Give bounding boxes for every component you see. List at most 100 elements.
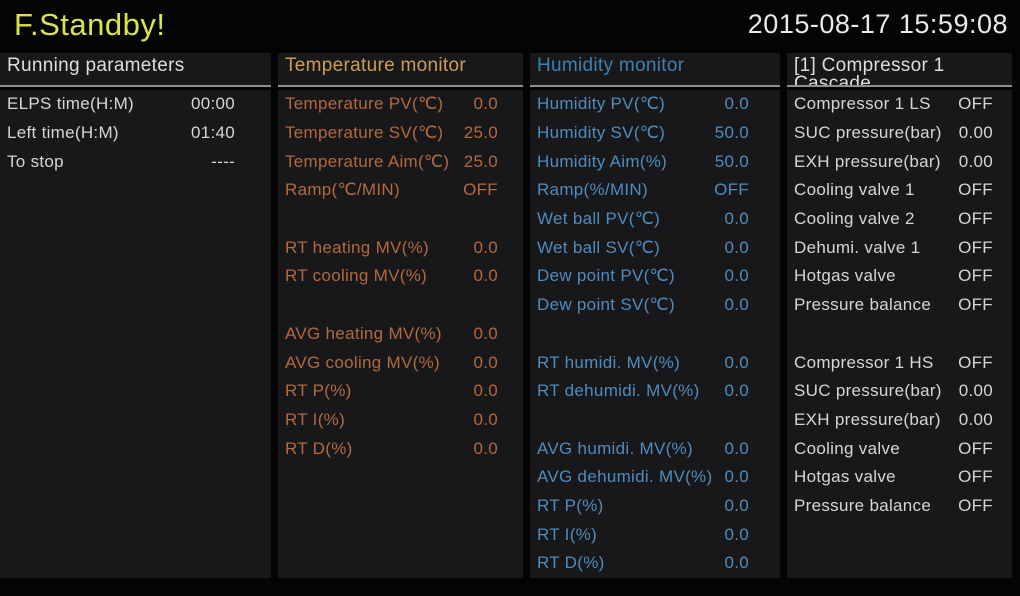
panel-compressor-cascade[interactable]: [1] Compressor 1 Cascade Compressor 1 LS… (787, 53, 1012, 578)
row-label: EXH pressure(bar) (794, 409, 941, 429)
row-value: 0.00 (958, 123, 993, 143)
row-label: RT D(%) (537, 553, 605, 573)
row-label: RT I(%) (537, 524, 598, 544)
monitor-row: Cooling valve OFF (787, 434, 1012, 463)
row-value: 0.0 (724, 295, 749, 315)
row-label: To stop (7, 151, 64, 171)
row-value: 0.0 (473, 94, 498, 114)
row-value: 0.0 (473, 352, 498, 372)
monitor-row: To stop ---- (0, 147, 271, 176)
row-label: Cooling valve 2 (794, 209, 915, 229)
row-value: OFF (958, 295, 993, 315)
row-label: Compressor 1 LS (794, 94, 931, 114)
row-value: 0.0 (724, 495, 749, 515)
row-label: RT heating MV(%) (285, 237, 430, 257)
row-value: 0.0 (724, 467, 749, 487)
row-value: 0.00 (958, 381, 993, 401)
row-label: Cooling valve (794, 438, 900, 458)
row-value: 0.0 (473, 323, 498, 343)
row-label: Dew point SV(℃) (537, 295, 675, 315)
row-label: Dehumi. valve 1 (794, 237, 921, 257)
monitor-row: Pressure balance OFF (787, 291, 1012, 320)
panel-body: Humidity PV(℃) 0.0 Humidity SV(℃) 50.0 Humid… (530, 90, 780, 578)
monitor-row: RT heating MV(%) 0.0 (278, 233, 523, 262)
monitor-row: Temperature Aim(℃) 25.0 (278, 147, 523, 176)
panel-temperature-monitor[interactable]: Temperature monitor Temperature PV(℃) 0.0… (278, 53, 523, 578)
row-label: Hotgas valve (794, 467, 896, 487)
panel-title: Temperature monitor (278, 53, 523, 87)
monitor-row: Temperature SV(℃) 25.0 (278, 119, 523, 148)
row-value: 25.0 (463, 151, 498, 171)
panel-body: ELPS time(H:M) 00:00 Left time(H:M) 01:40 To… (0, 90, 271, 578)
monitor-row: RT I(%) 0.0 (530, 520, 780, 549)
row-value: OFF (714, 180, 749, 200)
row-value: 0.0 (473, 409, 498, 429)
row-label: RT P(%) (285, 381, 352, 401)
row-label: Hotgas valve (794, 266, 896, 286)
monitor-row: Dehumi. valve 1 OFF (787, 233, 1012, 262)
row-value: OFF (958, 180, 993, 200)
monitor-row: SUC pressure(bar) 0.00 (787, 119, 1012, 148)
row-value: OFF (958, 94, 993, 114)
row-label: Wet ball SV(℃) (537, 237, 661, 257)
panel-humidity-monitor[interactable]: Humidity monitor Humidity PV(℃) 0.0 Humidi… (530, 53, 780, 578)
row-label: SUC pressure(bar) (794, 381, 942, 401)
monitor-row: RT P(%) 0.0 (530, 492, 780, 521)
panel-title: Humidity monitor (530, 53, 780, 87)
row-label: Pressure balance (794, 495, 932, 515)
row-value: 0.0 (724, 266, 749, 286)
row-value: OFF (958, 438, 993, 458)
row-value: 0.0 (724, 352, 749, 372)
row-label: Humidity SV(℃) (537, 123, 666, 143)
row-label: RT D(%) (285, 438, 353, 458)
row-label: Temperature SV(℃) (285, 123, 444, 143)
panel-running-parameters[interactable]: Running parameters ELPS time(H:M) 00:00 Le… (0, 53, 271, 578)
row-value: 01:40 (190, 123, 235, 143)
row-label: Temperature PV(℃) (285, 94, 444, 114)
monitor-row: Humidity SV(℃) 50.0 (530, 119, 780, 148)
monitor-row: RT humidi. MV(%) 0.0 (530, 348, 780, 377)
row-label: RT P(%) (537, 495, 604, 515)
row-value: 0.0 (473, 266, 498, 286)
row-label: Humidity PV(℃) (537, 94, 666, 114)
monitor-row: Ramp(℃/MIN) OFF (278, 176, 523, 205)
row-value: 0.0 (724, 237, 749, 257)
row-label: Left time(H:M) (7, 123, 119, 143)
panel-body: Compressor 1 LS OFF SUC pressure(bar) 0.00 E… (787, 90, 1012, 578)
row-value: OFF (958, 266, 993, 286)
row-label: RT I(%) (285, 409, 346, 429)
title-bar: F.Standby! 2015-08-17 15:59:08 (0, 0, 1020, 53)
row-label: AVG cooling MV(%) (285, 352, 440, 372)
panel-title: Running parameters (0, 53, 271, 87)
monitor-row: Hotgas valve OFF (787, 463, 1012, 492)
monitor-row: Compressor 1 LS OFF (787, 90, 1012, 119)
row-value: OFF (958, 467, 993, 487)
row-value: OFF (463, 180, 498, 200)
row-label: Ramp(%/MIN) (537, 180, 648, 200)
monitor-panels: Running parameters ELPS time(H:M) 00:00 Le… (0, 53, 1020, 578)
row-spacer (530, 320, 780, 349)
row-spacer (278, 291, 523, 320)
datetime-display: 2015-08-17 15:59:08 (747, 9, 1008, 39)
monitor-row: RT cooling MV(%) 0.0 (278, 262, 523, 291)
monitor-row: RT dehumidi. MV(%) 0.0 (530, 377, 780, 406)
monitor-row: RT D(%) 0.0 (278, 434, 523, 463)
panel-body: Temperature PV(℃) 0.0 Temperature SV(℃) 25.… (278, 90, 523, 578)
row-label: Humidity Aim(%) (537, 151, 668, 171)
monitor-row: Pressure balance OFF (787, 492, 1012, 521)
row-label: ELPS time(H:M) (7, 94, 134, 114)
row-value: 0.0 (473, 438, 498, 458)
monitor-row: Wet ball SV(℃) 0.0 (530, 233, 780, 262)
row-value: OFF (958, 352, 993, 372)
panel-title: [1] Compressor 1 Cascade (787, 53, 1012, 87)
row-label: SUC pressure(bar) (794, 123, 942, 143)
status-title: F.Standby! (14, 6, 166, 42)
monitor-row: Compressor 1 HS OFF (787, 348, 1012, 377)
row-label: RT humidi. MV(%) (537, 352, 681, 372)
row-label: EXH pressure(bar) (794, 151, 941, 171)
row-value: 0.0 (724, 438, 749, 458)
row-value: 00:00 (190, 94, 235, 114)
monitor-row: RT P(%) 0.0 (278, 377, 523, 406)
row-value: 0.00 (958, 151, 993, 171)
row-value: 0.0 (724, 524, 749, 544)
